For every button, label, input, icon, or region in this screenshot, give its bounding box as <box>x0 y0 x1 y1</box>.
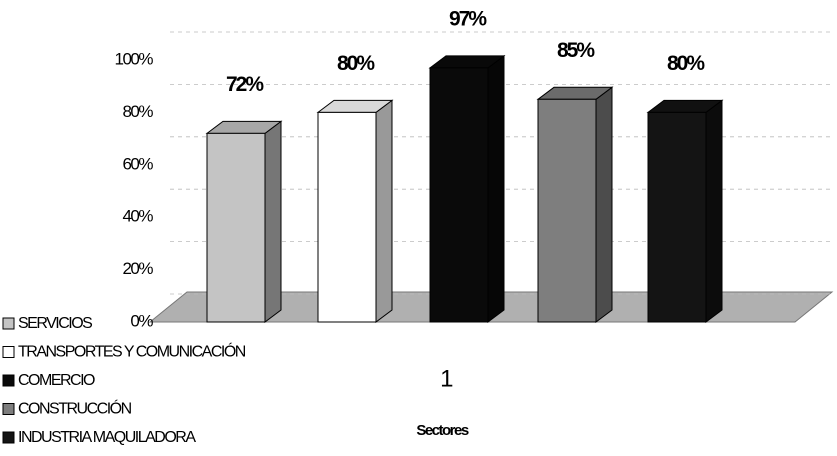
legend-swatch <box>2 317 15 330</box>
bar <box>537 98 597 323</box>
bar <box>206 132 266 323</box>
bar <box>429 67 489 323</box>
y-tick-label: 0% <box>130 311 153 330</box>
value-label: 80% <box>667 52 705 75</box>
bar <box>647 111 707 323</box>
legend-label: SERVICIOS <box>18 315 92 332</box>
legend-swatch <box>2 403 15 415</box>
y-tick-label: 40% <box>122 207 153 226</box>
value-label: 80% <box>337 52 375 75</box>
bar-side <box>375 99 393 323</box>
value-label: 85% <box>557 39 595 62</box>
y-tick-label: 60% <box>122 154 153 173</box>
bar <box>317 111 377 323</box>
legend-label: COMERCIO <box>18 372 95 389</box>
legend-label: TRANSPORTES Y COMUNICACIÓN <box>18 342 246 361</box>
legend-swatch <box>2 431 15 444</box>
bar-side <box>487 54 505 323</box>
y-tick-label: 100% <box>115 49 154 68</box>
y-tick-label: 20% <box>122 259 153 278</box>
legend-swatch <box>2 374 15 387</box>
category-label: 1 <box>440 365 453 392</box>
bar-side <box>705 99 723 323</box>
legend-label: CONSTRUCCIÓN <box>18 399 132 418</box>
x-axis-label: Sectores <box>416 422 469 439</box>
legend-swatch <box>2 346 15 358</box>
bar-side <box>264 120 282 323</box>
value-label: 72% <box>226 73 264 96</box>
y-tick-label: 80% <box>122 102 153 121</box>
value-label: 97% <box>449 7 487 30</box>
bar-side <box>595 86 613 323</box>
legend-label: INDUSTRIA MAQUILADORA <box>18 429 196 446</box>
